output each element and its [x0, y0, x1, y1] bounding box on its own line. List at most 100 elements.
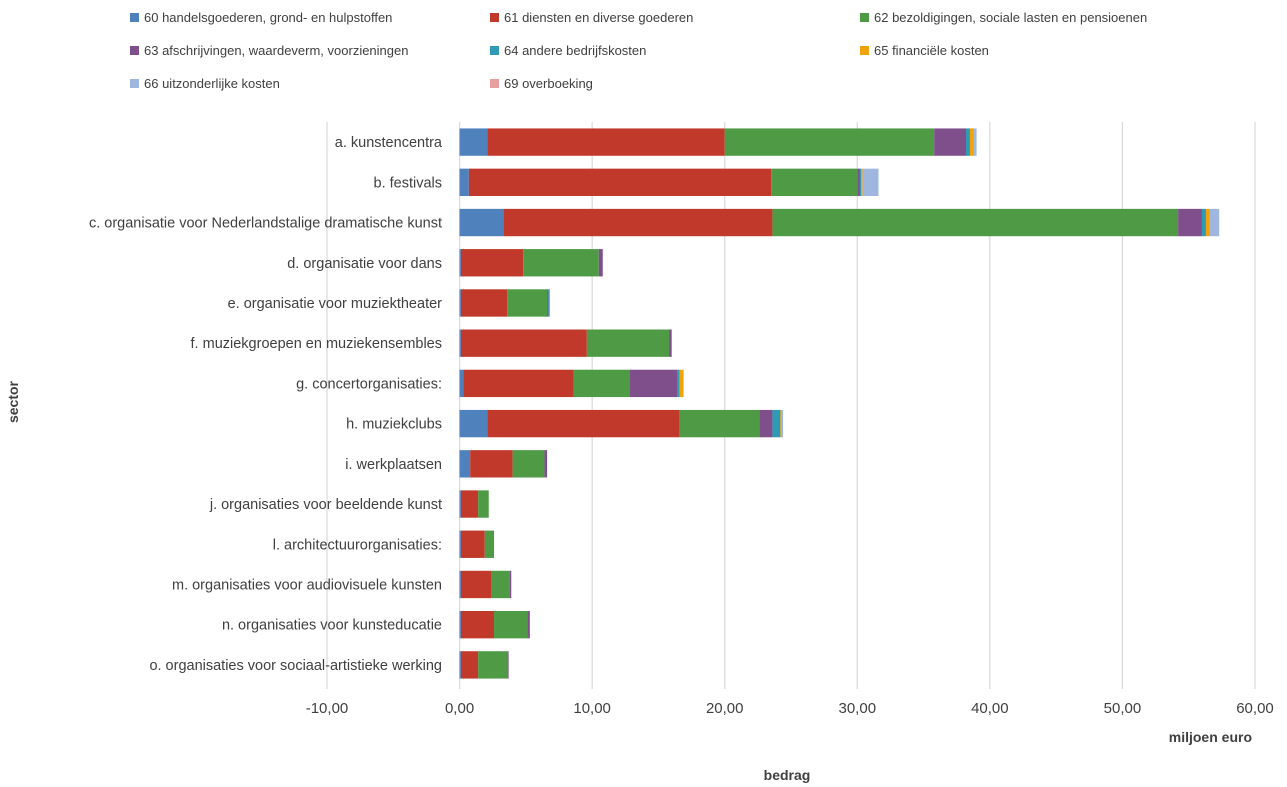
bar-segment [509, 570, 512, 599]
bar-segment [487, 409, 680, 438]
bar-segment [969, 128, 974, 156]
legend-swatch [490, 13, 499, 22]
bar-segment [459, 530, 461, 558]
bar-segment [523, 249, 599, 277]
bar-segment [512, 450, 545, 478]
bar-segment [507, 651, 509, 679]
x-tick-label: 40,00 [971, 700, 1009, 717]
category-label: e. organisatie voor muziektheater [228, 296, 443, 312]
bar-segment [459, 570, 461, 599]
legend-label: 63 afschrijvingen, waardeverm, voorzieni… [144, 43, 409, 58]
legend-item: 63 afschrijvingen, waardeverm, voorzieni… [130, 43, 408, 58]
legend-item: 69 overboeking [490, 76, 593, 91]
legend-item: 61 diensten en diverse goederen [490, 10, 693, 25]
bar-segment [1205, 208, 1210, 237]
bar-segment [679, 409, 760, 438]
bar-segment [484, 530, 495, 558]
legend-item: 65 financiële kosten [860, 43, 989, 58]
bar-segment [459, 490, 461, 518]
category-label: o. organisaties voor sociaal-artistieke … [149, 658, 442, 674]
bar-segment [460, 249, 524, 277]
bar-segment [544, 450, 548, 478]
legend-swatch [490, 46, 499, 55]
bar-segment [478, 490, 489, 518]
bar-segment [463, 369, 574, 398]
bar-segment [503, 208, 773, 237]
bar-segment [460, 611, 495, 639]
x-tick-label: 0,00 [445, 700, 474, 717]
bar-segment [459, 651, 461, 679]
bar-segment [460, 289, 508, 317]
x-tick-label: 60,00 [1236, 700, 1274, 717]
legend-swatch [860, 13, 869, 22]
bar-segment [459, 289, 461, 317]
bar-segment [478, 651, 508, 679]
bar-segment [861, 168, 863, 196]
bar-segment [965, 128, 970, 156]
unit-label: miljoen euro [1169, 729, 1252, 745]
bar-segment [586, 329, 670, 357]
bar-segment [1178, 208, 1202, 237]
category-label: d. organisatie voor dans [287, 256, 442, 272]
bar-segment [780, 409, 782, 438]
bar-segment [573, 369, 630, 398]
bar-segment [470, 450, 513, 478]
bar-segment [460, 530, 485, 558]
category-label: j. organisaties voor beeldende kunst [209, 497, 442, 513]
legend-label: 62 bezoldigingen, sociale lasten en pens… [874, 10, 1148, 25]
bar-segment [759, 409, 773, 438]
x-tick-label: 20,00 [706, 700, 744, 717]
legend-item: 60 handelsgoederen, grond- en hulpstoffe… [130, 10, 392, 25]
category-label: f. muziekgroepen en muziekensembles [191, 336, 442, 352]
x-tick-label: -10,00 [306, 700, 349, 717]
x-axis-title: bedrag [764, 767, 811, 783]
bar-segment [459, 168, 469, 196]
category-label: l. architectuurorganisaties: [273, 537, 442, 553]
bar-segment [460, 490, 479, 518]
legend-swatch [130, 46, 139, 55]
bar-segment [857, 168, 860, 196]
bar-segment [679, 369, 684, 398]
category-label: a. kunstencentra [335, 135, 443, 151]
bar-segment [459, 369, 464, 398]
bar-segment [547, 289, 549, 317]
bar-segment [459, 450, 471, 478]
bar-segment [1209, 208, 1220, 237]
bar-segment [724, 128, 935, 156]
legend: 60 handelsgoederen, grond- en hulpstoffe… [0, 0, 1287, 100]
legend-swatch [130, 79, 139, 88]
category-label: n. organisaties voor kunsteducatie [222, 618, 442, 634]
x-tick-label: 50,00 [1104, 700, 1142, 717]
bar-segment [772, 409, 781, 438]
bar-segment [629, 369, 677, 398]
legend-label: 60 handelsgoederen, grond- en hulpstoffe… [144, 10, 393, 25]
bar-segment [460, 651, 479, 679]
bar-segment [973, 128, 977, 156]
legend-swatch [860, 46, 869, 55]
category-label: m. organisaties voor audiovisuele kunste… [172, 577, 442, 593]
bar-segment [459, 249, 461, 277]
y-axis-title: sector [5, 380, 21, 423]
legend-item: 66 uitzonderlijke kosten [130, 76, 280, 91]
legend-swatch [130, 13, 139, 22]
bar-segment [676, 369, 680, 398]
bar-segment [460, 329, 587, 357]
bar-segment [771, 168, 858, 196]
x-tick-label: 10,00 [573, 700, 611, 717]
legend-label: 65 financiële kosten [874, 43, 989, 58]
bar-segment [781, 409, 784, 438]
legend-item: 64 andere bedrijfskosten [490, 43, 646, 58]
legend-swatch [490, 79, 499, 88]
bar-segment [459, 611, 461, 639]
category-label: h. muziekclubs [346, 417, 442, 433]
bar-segment [459, 128, 488, 156]
bar-segment [459, 329, 461, 357]
bar-segment [460, 570, 492, 599]
bar-segment [548, 289, 550, 317]
bar-segment [859, 168, 862, 196]
category-label: i. werkplaatsen [345, 457, 442, 473]
bar-segment [669, 329, 672, 357]
bar-segment [772, 208, 1179, 237]
bar-segment [507, 289, 548, 317]
